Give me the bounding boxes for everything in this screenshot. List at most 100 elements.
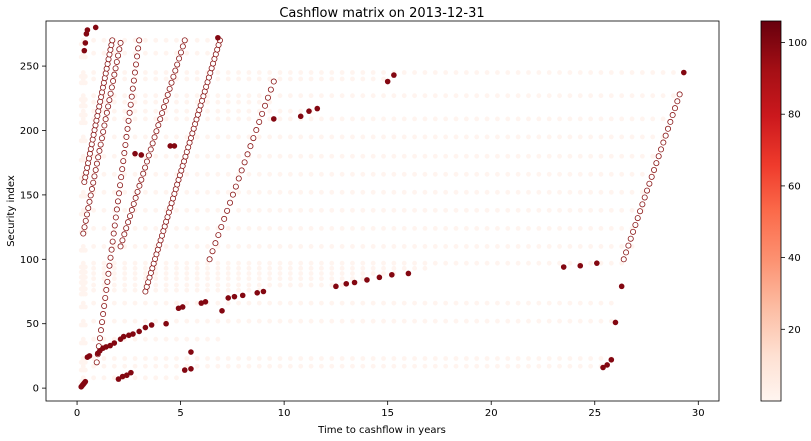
background-point: [308, 356, 314, 361]
background-point: [463, 171, 469, 177]
background-point: [370, 153, 376, 159]
background-point: [101, 375, 107, 381]
background-point: [526, 93, 531, 99]
background-point: [91, 76, 97, 82]
band-point: [84, 164, 91, 171]
background-point: [495, 171, 500, 177]
band-point: [125, 117, 132, 124]
background-point: [256, 207, 262, 213]
background-point: [474, 260, 480, 266]
data-point: [136, 328, 142, 335]
background-point: [225, 225, 231, 231]
background-point: [267, 153, 273, 159]
band-point: [259, 110, 266, 117]
y-tick-label: 50: [26, 319, 39, 330]
background-point: [236, 356, 241, 361]
background-point: [184, 93, 190, 99]
background-points: [78, 37, 687, 385]
background-point: [588, 300, 594, 306]
background-point: [577, 171, 583, 177]
background-point: [132, 265, 138, 271]
data-point: [86, 353, 93, 359]
background-point: [546, 189, 552, 195]
background-point: [122, 287, 128, 293]
band-point: [95, 154, 102, 161]
data-point: [128, 369, 134, 376]
background-point: [225, 363, 231, 369]
background-point: [153, 116, 159, 122]
background-point: [370, 76, 376, 82]
background-point: [484, 189, 490, 195]
data-point: [612, 319, 619, 326]
background-point: [629, 93, 635, 99]
data-point: [604, 362, 610, 368]
background-point: [194, 76, 200, 82]
background-point: [484, 207, 490, 213]
band-point: [101, 302, 108, 309]
background-point: [422, 318, 428, 324]
background-point: [308, 260, 314, 266]
data-point: [202, 299, 209, 305]
background-point: [174, 50, 179, 56]
background-point: [350, 116, 355, 122]
background-point: [319, 276, 324, 282]
background-point: [267, 76, 273, 82]
background-point: [432, 318, 438, 324]
background-point: [360, 153, 366, 159]
background-point: [360, 225, 366, 231]
background-point: [329, 189, 335, 195]
background-point: [484, 225, 490, 231]
band-point: [99, 319, 106, 326]
background-point: [194, 363, 200, 369]
background-point: [536, 300, 542, 306]
background-point: [184, 276, 190, 282]
background-point: [412, 318, 417, 324]
band-point: [88, 141, 95, 148]
background-point: [536, 207, 542, 213]
background-point: [588, 225, 594, 231]
band-point: [103, 65, 110, 72]
background-point: [236, 108, 241, 114]
background-point: [567, 260, 573, 266]
background-point: [194, 99, 200, 105]
background-point: [163, 37, 169, 43]
background-point: [412, 265, 417, 271]
background-point: [246, 93, 252, 99]
background-point: [287, 225, 293, 231]
band-point: [658, 146, 665, 153]
band-point: [667, 118, 674, 125]
background-point: [526, 356, 531, 361]
background-point: [174, 318, 179, 324]
background-point: [422, 260, 428, 266]
background-point: [639, 189, 645, 195]
band-point: [113, 206, 120, 213]
background-point: [277, 276, 283, 282]
background-point: [484, 70, 490, 75]
band-point: [250, 135, 257, 142]
background-point: [650, 153, 656, 159]
background-point: [91, 271, 97, 276]
background-point: [577, 134, 583, 140]
background-point: [526, 300, 531, 306]
background-point: [350, 153, 355, 159]
background-point: [391, 300, 397, 306]
band-point: [108, 84, 115, 91]
background-point: [236, 171, 241, 177]
background-point: [82, 138, 88, 144]
background-point: [194, 93, 200, 99]
background-point: [453, 363, 459, 369]
background-point: [287, 70, 293, 75]
background-point: [505, 225, 511, 231]
background-point: [298, 276, 304, 282]
background-point: [557, 244, 562, 249]
background-point: [453, 260, 459, 266]
background-point: [82, 359, 88, 365]
background-point: [598, 356, 604, 361]
background-point: [308, 189, 314, 195]
background-point: [381, 271, 386, 276]
band-point: [623, 249, 630, 256]
background-point: [91, 70, 97, 75]
background-point: [91, 108, 97, 114]
data-point: [270, 116, 277, 122]
background-point: [319, 265, 324, 271]
